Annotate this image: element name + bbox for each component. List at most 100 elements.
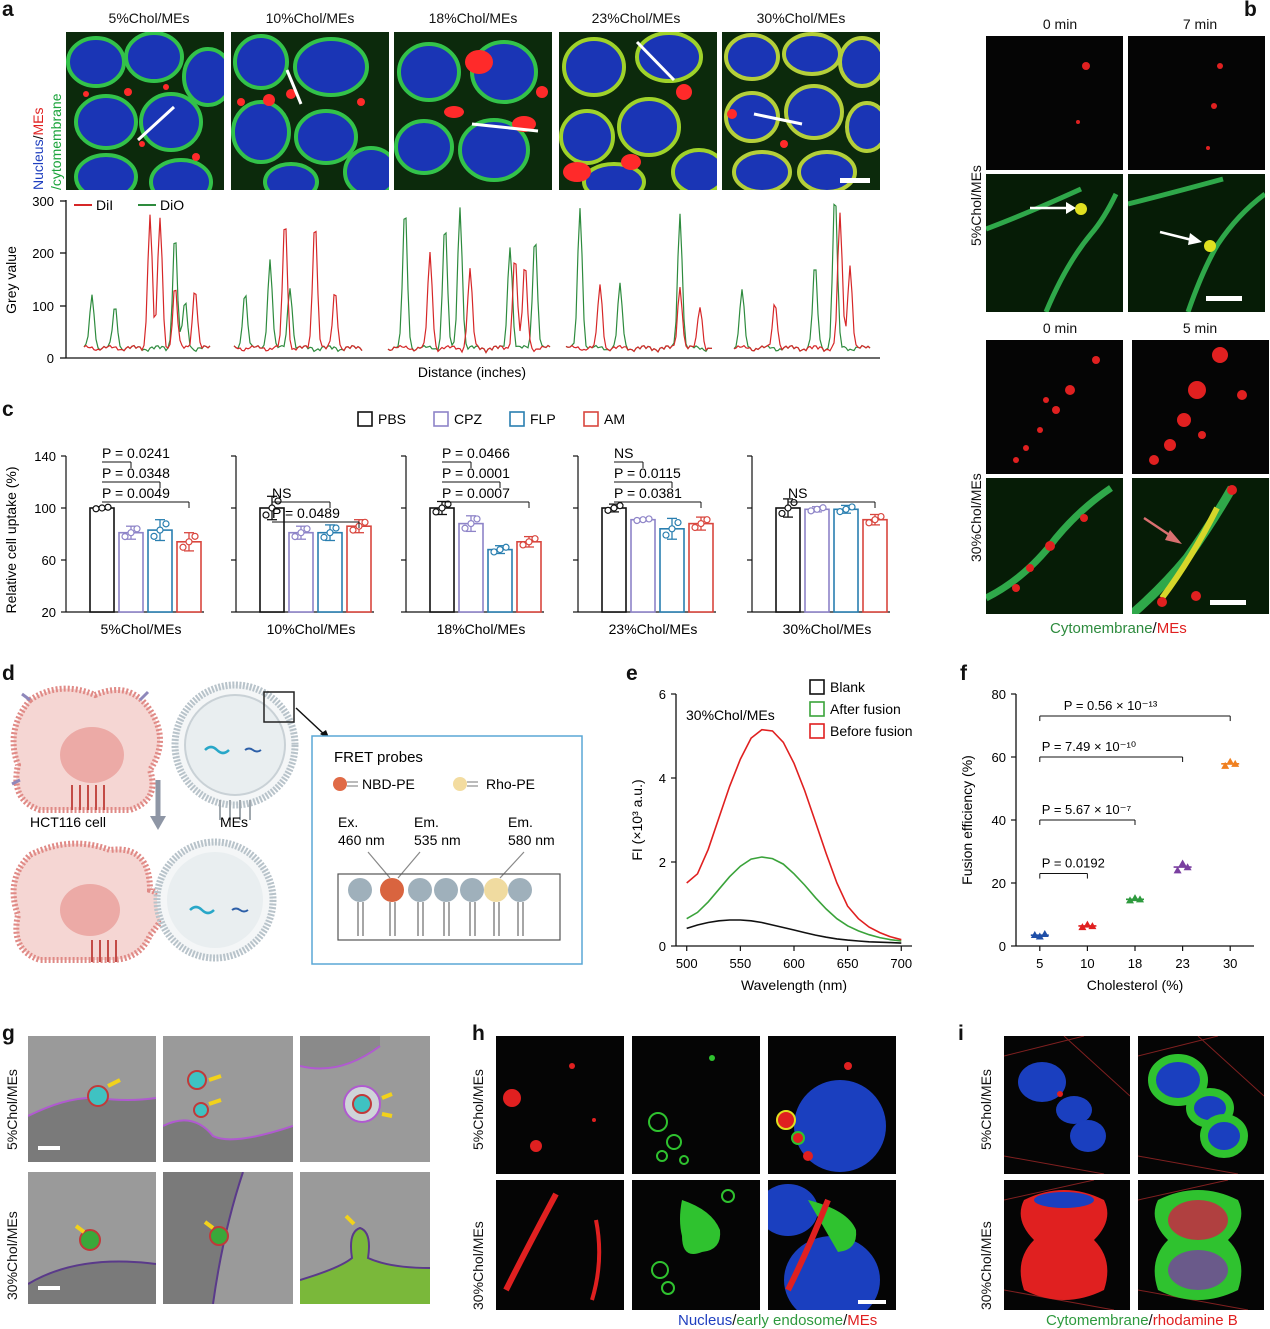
bar-flp-1	[147, 529, 173, 613]
panel-h-image-4	[496, 1180, 624, 1310]
panel-g-image-6-art	[300, 1214, 430, 1304]
caption-rhodamine: rhodamine B	[1152, 1312, 1238, 1329]
panel-c-group-label-5: 30%Chol/MEs	[783, 621, 872, 637]
panel-label-b: b	[1244, 0, 1257, 21]
panel-g-image-5	[163, 1172, 293, 1304]
panel-b-image-1-art	[1076, 62, 1090, 124]
panel-h-image-2-art	[648, 1055, 715, 1165]
series-line-blank	[686, 919, 902, 944]
panel-f-ytick-20: 20	[992, 876, 1006, 891]
panel-i-caption: Cytomembrane/rhodamine B	[1046, 1312, 1238, 1329]
dot-am-3-0	[519, 541, 527, 549]
profile-trace-red-1	[83, 214, 211, 352]
panel-d-probe2: Rho-PE	[486, 776, 535, 792]
bar-cpz-3	[458, 522, 484, 613]
panel-f-significance-4: P = 0.56 × 10⁻¹³	[1064, 698, 1158, 713]
legend-label-before-fusion: Before fusion	[830, 723, 913, 739]
legend-label-after-fusion: After fusion	[830, 701, 901, 717]
panel-label-e: e	[626, 662, 638, 685]
panel-d-probe1: NBD-PE	[362, 776, 415, 792]
panel-h-image-6-art	[768, 1184, 886, 1310]
dot-cpz-3-2	[473, 515, 481, 523]
panel-c-group-label-1: 5%Chol/MEs	[101, 621, 182, 637]
panel-e-xtick-550: 550	[730, 956, 752, 971]
panel-c-group-label-4: 23%Chol/MEs	[609, 621, 698, 637]
panel-f-xtick-5: 5	[1036, 956, 1043, 971]
point-18-3	[1136, 895, 1144, 903]
panel-a-image-3-art	[394, 32, 552, 190]
panel-b-image-6	[1132, 340, 1269, 474]
legend-label-blank: Blank	[830, 679, 866, 695]
legend-swatch-before-fusion	[809, 723, 825, 739]
panel-label-d: d	[2, 662, 15, 685]
panel-h-image-1	[496, 1036, 624, 1174]
bar-flp-2	[317, 531, 343, 613]
panel-g-image-6	[300, 1172, 430, 1304]
panel-a-ylabel: Grey value	[3, 246, 19, 314]
bar-cpz-1	[118, 531, 144, 613]
dot-pbs-2-0	[262, 511, 270, 519]
panel-b-image-8	[1132, 478, 1269, 614]
bar-am-5	[862, 518, 888, 613]
panel-f-ylabel: Fusion efficiency (%)	[959, 755, 975, 885]
panel-g-image-1-art	[28, 1078, 156, 1162]
profile-trace-red-4	[565, 284, 713, 353]
dot-cpz-3-0	[461, 524, 469, 532]
profile-trace-green-2	[233, 259, 363, 353]
panel-e-xlabel: Wavelength (nm)	[741, 977, 847, 993]
significance-label-5-1: NS	[788, 485, 807, 501]
significance-label-3-3: P = 0.0466	[442, 445, 510, 461]
point-23-2	[1178, 859, 1187, 867]
panel-c-group-label-2: 10%Chol/MEs	[267, 621, 356, 637]
dot-pbs-3-1	[438, 504, 446, 512]
panel-a-image-4	[559, 32, 717, 190]
caption-mes: MEs	[1156, 620, 1187, 637]
dot-am-5-2	[877, 512, 885, 521]
series-line-before-fusion	[686, 728, 902, 941]
panel-a-image-2	[231, 32, 389, 190]
dot-am-3-1	[525, 538, 533, 546]
panel-f-ytick-80: 80	[992, 687, 1006, 702]
panel-b-image-4-art	[1128, 174, 1265, 312]
panel-a-condition-4: 23%Chol/MEs	[591, 10, 681, 26]
point-10-1	[1078, 923, 1087, 931]
panel-g-image-2-art	[163, 1070, 293, 1162]
panel-b-image-2	[1128, 36, 1265, 170]
panel-d-fret-title: FRET probes	[334, 749, 423, 766]
caption-nucleus: Nucleus	[678, 1312, 733, 1329]
bar-flp-3	[487, 548, 513, 613]
panel-a-ytick-100: 100	[32, 299, 54, 314]
bar-cpz-2	[288, 531, 314, 613]
dot-pbs-5-1	[784, 504, 792, 512]
panel-e-title: 30%Chol/MEs	[686, 707, 775, 723]
dot-am-5-0	[865, 519, 873, 527]
panel-g-image-4-art	[28, 1224, 156, 1304]
panel-b-time-4: 5 min	[1182, 320, 1218, 336]
legend-label-flp: FLP	[530, 411, 556, 427]
point-23-3	[1183, 863, 1192, 871]
panel-h-image-5-art	[651, 1189, 735, 1295]
panel-a-image-2-art	[231, 32, 389, 190]
panel-label-g: g	[2, 1022, 15, 1045]
panel-f-scatter-chart: 0 20 40 60 80 5 10 18 23 30 Cholesterol (%) Fusion …	[959, 687, 1254, 993]
panel-c-ylabel: Relative cell uptake (%)	[3, 466, 19, 613]
panel-g-row-label-2: 30%Chol/MEs	[4, 1211, 20, 1300]
dot-flp-1-0	[150, 532, 158, 540]
panel-g-image-4	[28, 1172, 156, 1304]
panel-f-xtick-10: 10	[1080, 956, 1094, 971]
panel-a-legend-dio: DiO	[160, 197, 184, 213]
label-nucleus: Nucleus	[30, 139, 46, 190]
panel-i-image-1	[1004, 1036, 1130, 1174]
dot-cpz-4-1	[639, 516, 647, 524]
significance-label-3-1: P = 0.0007	[442, 485, 510, 501]
panel-d-ex-val: 460 nm	[338, 832, 385, 848]
bar-pbs-2	[259, 507, 285, 613]
dot-cpz-3-1	[467, 519, 475, 528]
panel-a-xlabel: Distance (inches)	[418, 364, 526, 380]
panel-e-xtick-500: 500	[676, 956, 698, 971]
profile-trace-red-3	[387, 251, 551, 354]
label-mes: MEs	[30, 107, 46, 136]
caption-i-slash: /	[1148, 1312, 1153, 1329]
panel-a-ytick-200: 200	[32, 246, 54, 261]
dot-flp-2-2	[332, 524, 340, 532]
